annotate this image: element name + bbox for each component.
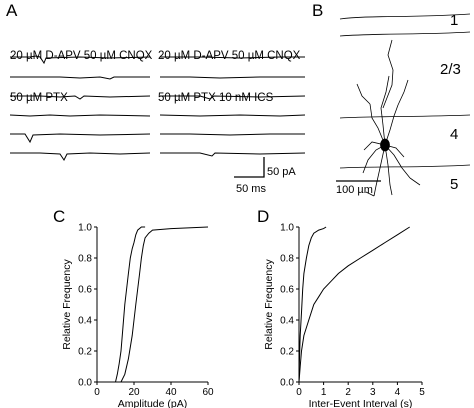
x-tick-label: 40	[165, 387, 177, 398]
y-tick-label: 0.4	[78, 316, 92, 327]
layer-label-4: 4	[450, 126, 459, 143]
x-tick-label: 60	[202, 387, 214, 398]
y-axis-label: Relative Frequency	[263, 259, 275, 350]
right-trace-2	[160, 76, 305, 79]
right-trace-4	[159, 114, 306, 117]
left-trace-3	[10, 95, 151, 100]
x-axis-label: Inter-Event Interval (s)	[309, 398, 413, 408]
panel-b-reconstruction	[339, 13, 471, 197]
panel-d-chart: 0 1 2 3 4 5 0.0 0.2 0.4 0.6 0.8 1.0 Inter-Event Inte…	[263, 223, 425, 408]
left-condition-line2: 50 µM PTX	[10, 92, 68, 104]
panel-b-letter: B	[312, 1, 324, 20]
scale-current-label: 50 pA	[267, 166, 296, 178]
y-tick-label: 0.6	[280, 285, 294, 296]
right-condition-line2: 50 µM PTX 10 nM ICS	[158, 92, 274, 104]
x-tick-label: 5	[419, 387, 425, 398]
right-trace-6	[160, 152, 306, 157]
layer-label-5: 5	[450, 176, 459, 193]
cumulative-curve-2	[298, 226, 410, 383]
panel-a-letter: A	[6, 1, 18, 20]
layer-1-boundary	[339, 31, 471, 37]
layer-4-5-boundary	[339, 164, 471, 169]
panel-a-left-condition: 20 µM D-APV 50 µM CNQX 50 µM PTX	[10, 21, 152, 119]
layer-label-2-3: 2/3	[440, 61, 461, 78]
scale-time-label: 50 ms	[236, 183, 266, 195]
y-tick-label: 1.0	[78, 223, 92, 234]
layer-label-1: 1	[450, 12, 459, 29]
panel-a-left-traces	[9, 55, 151, 161]
axes-frame	[96, 227, 208, 383]
x-tick-label: 0	[296, 387, 302, 398]
y-tick-label: 1.0	[280, 223, 294, 234]
panel-c-letter: C	[53, 207, 66, 226]
y-tick-label: 0.2	[78, 347, 92, 358]
y-tick-label: 0.8	[280, 254, 294, 265]
y-tick-label: 0.0	[78, 378, 92, 389]
x-tick-label: 2	[345, 387, 351, 398]
dendrites	[362, 75, 411, 197]
x-axis-label: Amplitude (pA)	[118, 398, 187, 408]
right-trace-3	[160, 95, 306, 100]
right-trace-1	[160, 56, 305, 59]
left-trace-4	[9, 114, 151, 117]
panel-a-right-condition: 20 µM D-APV 50 µM CNQX 50 µM PTX 10 nM I…	[158, 21, 300, 119]
x-tick-label: 0	[94, 387, 100, 398]
y-tick-label: 0.8	[78, 254, 92, 265]
y-axis-label: Relative Frequency	[61, 259, 73, 350]
x-tick-label: 20	[128, 387, 140, 398]
panel-a-scale-bar	[234, 157, 265, 178]
panel-c-chart: 0 20 40 60 0.0 0.2 0.4 0.6 0.8 1.0 Amplitude (pA) R…	[61, 223, 214, 408]
left-trace-1	[10, 55, 151, 65]
pia-boundary	[339, 13, 471, 20]
panel-d-letter: D	[257, 207, 270, 226]
axes-frame	[298, 227, 422, 383]
x-tick-label: 1	[321, 387, 327, 398]
soma	[380, 138, 390, 152]
x-tick-label: 4	[395, 387, 401, 398]
left-trace-5	[10, 133, 151, 144]
panel-b-scale-label: 100 µm	[336, 184, 373, 196]
cumulative-curve-2	[120, 226, 209, 383]
left-trace-2	[10, 76, 150, 80]
right-condition-line1: 20 µM D-APV 50 µM CNQX	[158, 50, 301, 62]
y-tick-label: 0.0	[280, 378, 294, 389]
layer-23-4-boundary	[339, 114, 471, 119]
left-trace-6	[10, 152, 151, 161]
cumulative-curve-1	[298, 226, 327, 383]
y-tick-label: 0.2	[280, 347, 294, 358]
axon-arbor	[356, 39, 421, 197]
x-tick-label: 3	[370, 387, 376, 398]
right-trace-5	[160, 133, 305, 136]
y-tick-label: 0.6	[78, 285, 92, 296]
cumulative-curve-1	[115, 226, 146, 383]
y-tick-label: 0.4	[280, 316, 294, 327]
panel-a-right-traces	[159, 56, 306, 157]
